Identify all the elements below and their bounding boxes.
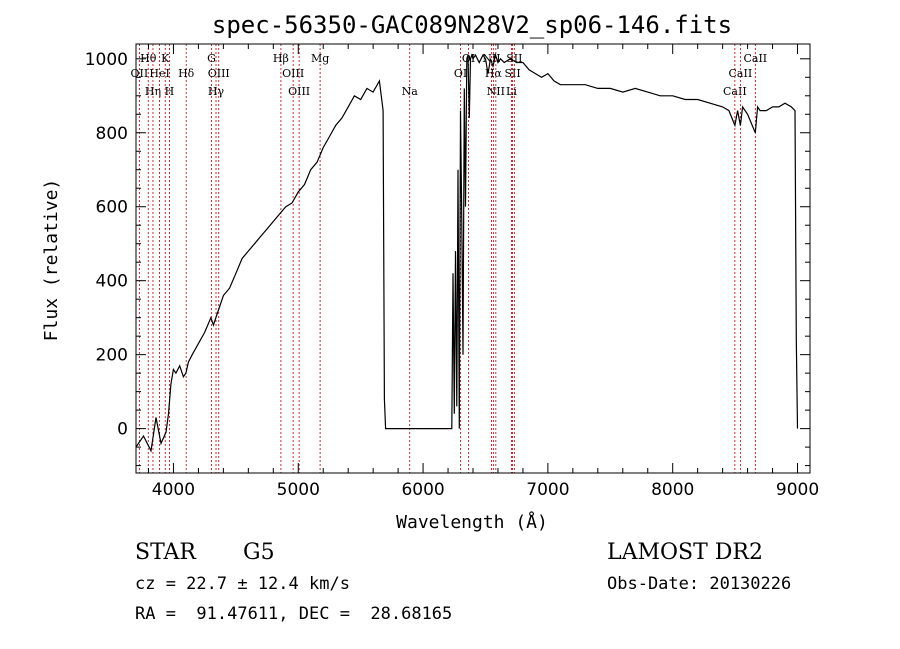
spectral-line-label: Hθ — [140, 52, 157, 65]
x-tick-label: 4000 — [152, 480, 195, 500]
y-tick-label: 600 — [96, 198, 128, 218]
y-tick-label: 0 — [117, 420, 128, 440]
spectral-line-label: CaII — [729, 67, 753, 80]
spectral-line-label: Hγ — [208, 85, 225, 98]
ra-dec: RA = 91.47611, DEC = 28.68165 — [135, 604, 453, 624]
spectral-line-label: CaII — [723, 85, 747, 98]
spectral-line-label: Hβ — [273, 52, 289, 65]
spectral-line-label: OI — [454, 67, 467, 80]
x-tick-label: 7000 — [526, 480, 569, 500]
x-tick-label: 5000 — [277, 480, 320, 500]
y-axis-label: Flux (relative) — [41, 179, 62, 342]
spectral-line-label: NII — [487, 85, 505, 98]
spectral-line-label: SII — [506, 52, 522, 65]
flux-series-line — [135, 52, 799, 453]
spectral-line-label: Hη — [145, 85, 161, 98]
x-axis-label: Wavelength (Å) — [396, 511, 548, 533]
x-tick-label: 8000 — [651, 480, 694, 500]
spectral-line-label: Mg — [311, 52, 329, 65]
axes: 4000 5000 6000 7000 8000 9000 0 200 400 600 800 100… — [85, 44, 819, 500]
y-tick-label: 200 — [96, 346, 128, 366]
y-tick-label: 400 — [96, 272, 128, 292]
object-subclass: G5 — [243, 540, 275, 565]
spectral-line-label: OIII — [282, 67, 304, 80]
y-tick-label: 1000 — [85, 50, 128, 70]
spectral-line-label: Hα — [485, 67, 503, 80]
survey-name: LAMOST DR2 — [607, 540, 763, 565]
spectral-line-label: CaII — [743, 52, 767, 65]
spectral-line-label: Hδ — [178, 67, 195, 80]
redshift-cz: cz = 22.7 ± 12.4 km/s — [135, 574, 350, 594]
spectral-line-label: OII — [131, 67, 149, 80]
x-tick-label: 6000 — [401, 480, 444, 500]
spectral-line-label: G — [207, 52, 216, 65]
obs-date: Obs-Date: 20130226 — [607, 574, 792, 594]
spectral-line-label: OIII — [288, 85, 310, 98]
spectral-line-label: H — [165, 85, 175, 98]
x-tick-label: 9000 — [776, 480, 819, 500]
y-tick-label: 800 — [96, 124, 128, 144]
spectral-line-label: HeI — [149, 67, 169, 80]
spectral-line-label: K — [161, 52, 170, 65]
plot-frame — [135, 43, 811, 474]
spectral-line-label: Li — [506, 85, 517, 98]
spectral-line-label: Na — [402, 85, 419, 98]
spectral-line-label: OIII — [208, 67, 230, 80]
chart-title: spec-56350-GAC089N28V2_sp06-146.fits — [212, 11, 732, 39]
spectral-line-label: SII — [504, 67, 520, 80]
object-class: STAR — [135, 540, 196, 565]
